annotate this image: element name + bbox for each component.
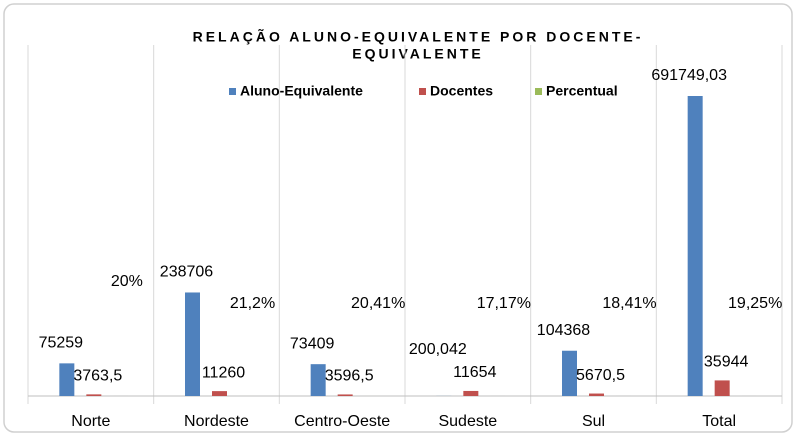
bar — [715, 380, 730, 396]
x-tick-label: Centro-Oeste — [294, 413, 390, 430]
bar — [311, 364, 326, 396]
bar — [589, 394, 604, 396]
data-label: 5670,5 — [576, 367, 625, 384]
legend-swatch — [229, 88, 236, 95]
data-label: 691749,03 — [651, 67, 727, 84]
data-label: 11654 — [453, 364, 496, 381]
bar — [185, 292, 200, 396]
x-tick-label: Total — [702, 413, 736, 430]
data-label: 17,17% — [477, 295, 531, 312]
legend-label: Docentes — [430, 83, 493, 99]
x-tick-label: Nordeste — [184, 413, 249, 430]
data-label: 73409 — [290, 335, 335, 352]
legend-label: Percentual — [546, 83, 618, 99]
data-label: 3763,5 — [73, 368, 122, 385]
data-label: 21,2% — [230, 295, 275, 312]
legend-label: Aluno-Equivalente — [240, 83, 363, 99]
x-tick-label: Sul — [582, 413, 605, 430]
data-label: 35944 — [704, 354, 749, 371]
data-label: 18,41% — [602, 295, 656, 312]
chart-title: RELAÇÃO ALUNO-EQUIVALENTE POR DOCENTE- — [193, 28, 644, 45]
data-label: 75259 — [39, 335, 84, 352]
bar — [688, 96, 703, 396]
data-label: 3596,5 — [325, 368, 374, 385]
data-label: 11260 — [202, 364, 245, 381]
legend-swatch — [419, 88, 426, 95]
chart-title: EQUIVALENTE — [352, 46, 484, 62]
x-tick-label: Norte — [71, 413, 110, 430]
data-label: 104368 — [537, 322, 590, 339]
bar — [338, 394, 353, 396]
bar — [463, 391, 478, 396]
bar — [59, 363, 74, 396]
data-label: 238706 — [160, 264, 213, 281]
data-label: 20,41% — [351, 295, 405, 312]
bar — [562, 351, 577, 396]
bar — [86, 394, 101, 396]
data-label: 200,042 — [409, 341, 467, 358]
bar — [212, 391, 227, 396]
data-label: 20% — [111, 273, 143, 290]
data-label: 19,25% — [728, 295, 782, 312]
legend-swatch — [535, 88, 542, 95]
x-tick-label: Sudeste — [438, 413, 497, 430]
